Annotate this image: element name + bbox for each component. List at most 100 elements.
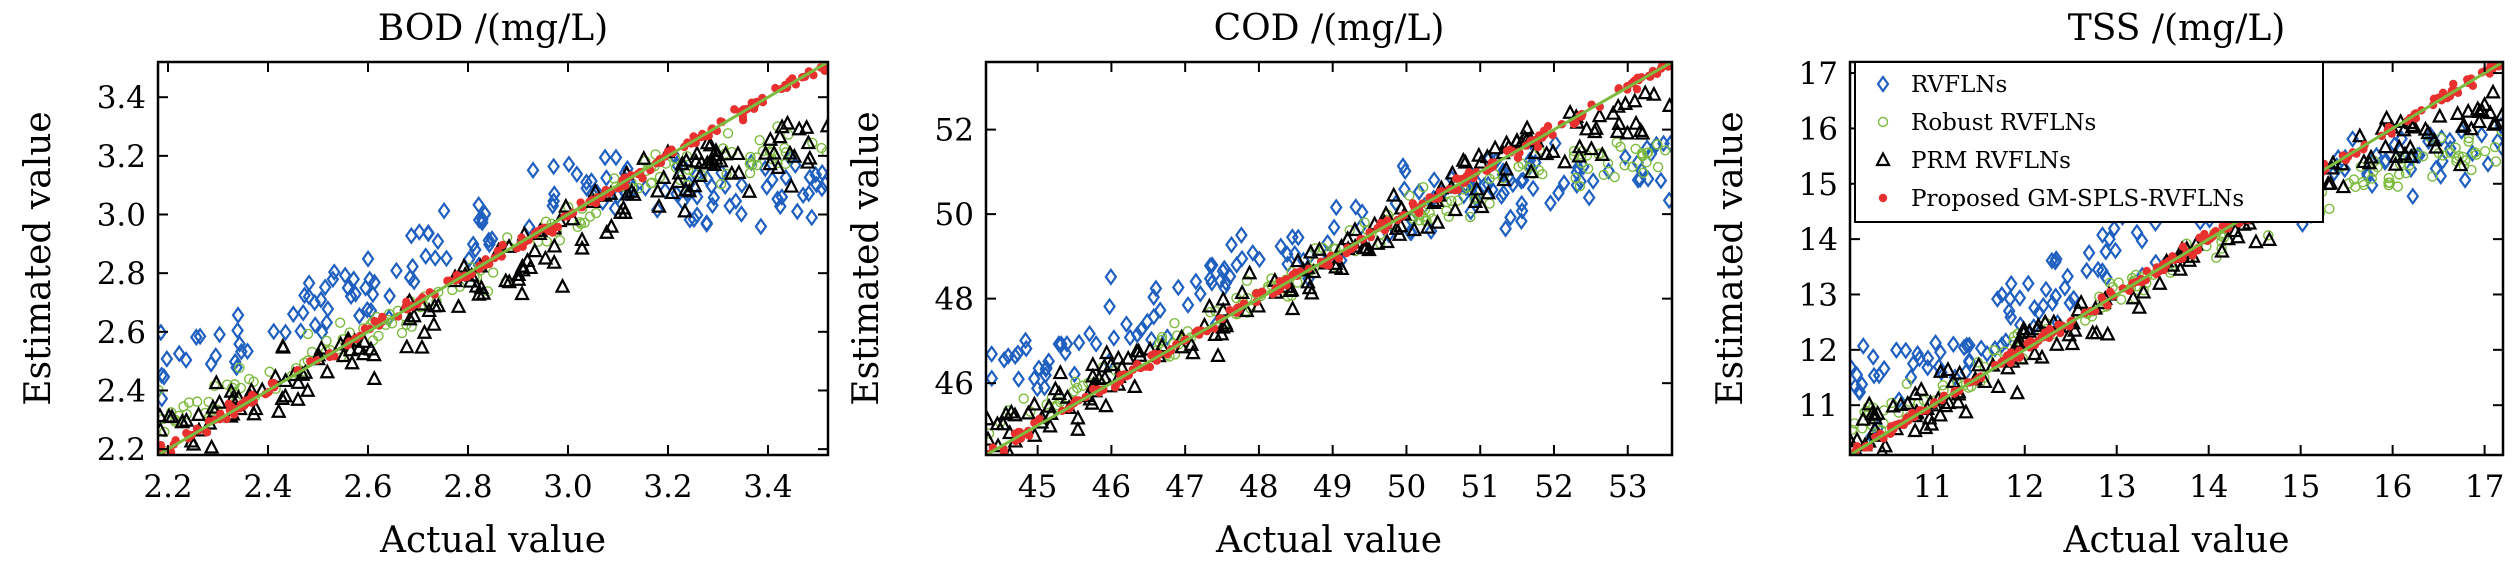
data-point: [1619, 124, 1636, 140]
data-point: [2105, 287, 2115, 296]
data-point: [1301, 279, 1318, 295]
data-point: [1594, 145, 1611, 161]
data-point: [2058, 278, 2072, 297]
data-point: [2489, 141, 2501, 153]
data-point: [360, 300, 374, 319]
data-point: [234, 362, 245, 373]
data-point: [1921, 409, 1938, 425]
data-point: [296, 303, 310, 322]
plot-frame: [984, 60, 1674, 457]
data-point: [760, 178, 774, 196]
data-point: [1484, 198, 1495, 209]
data-point: [1893, 396, 1909, 412]
data-point: [674, 155, 690, 171]
data-point: [2491, 132, 2503, 150]
data-point: [1617, 94, 1634, 110]
data-point: [398, 338, 415, 354]
data-point: [2391, 138, 2407, 154]
y-tick-label: 3.2: [97, 139, 146, 175]
data-point: [1089, 335, 1103, 353]
data-point: [2403, 148, 2420, 164]
x-tick-label: 49: [1313, 469, 1352, 505]
data-point: [1349, 198, 1363, 216]
data-point: [1970, 356, 1987, 372]
data-point: [366, 285, 380, 304]
data-point: [290, 390, 306, 406]
data-point: [1496, 165, 1510, 184]
data-point: [368, 273, 381, 292]
data-point: [1929, 333, 1942, 352]
data-point: [1473, 153, 1489, 169]
data-point: [2021, 274, 2035, 293]
data-point: [731, 164, 747, 180]
data-point: [1084, 367, 1101, 383]
data-point: [1072, 333, 1086, 352]
ideal-line: [986, 62, 1672, 455]
data-point: [815, 179, 828, 198]
y-tick-label: 17: [1799, 56, 1838, 92]
plot-area: [158, 62, 828, 455]
data-point: [1576, 157, 1588, 169]
data-point: [997, 350, 1011, 369]
data-point: [1913, 380, 1930, 396]
data-point: [1098, 397, 1114, 413]
y-tick-label: 15: [1799, 167, 1838, 203]
data-point: [234, 342, 248, 361]
data-point: [1018, 393, 1029, 404]
data-point: [1611, 137, 1622, 148]
data-point: [462, 250, 476, 269]
data-point: [986, 428, 995, 439]
data-point: [1945, 372, 1962, 388]
data-point: [715, 178, 727, 190]
data-point: [1855, 375, 1869, 394]
data-point: [1652, 161, 1664, 173]
data-point: [1545, 142, 1561, 158]
data-point: [1867, 366, 1881, 385]
data-point: [1598, 169, 1609, 181]
data-point: [189, 328, 203, 347]
data-point: [1972, 357, 1983, 368]
data-point: [1429, 213, 1446, 229]
data-point: [1302, 243, 1319, 259]
data-point: [2013, 289, 2027, 307]
chart-title: BOD /(mg/L): [378, 8, 608, 49]
data-point: [1861, 395, 1878, 411]
data-point: [2070, 301, 2087, 317]
data-point: [514, 285, 530, 301]
data-point: [274, 390, 291, 405]
legend-box: [1854, 61, 2324, 223]
data-point: [718, 177, 732, 196]
data-point: [1499, 219, 1512, 238]
data-point: [1496, 171, 1512, 187]
data-point: [1950, 393, 1966, 409]
data-point: [1225, 306, 1235, 315]
data-point: [2387, 155, 2404, 171]
data-point: [341, 279, 355, 297]
data-point: [816, 142, 827, 154]
data-point: [2248, 233, 2264, 249]
data-point: [1570, 176, 1584, 195]
x-tick-label: 53: [1608, 469, 1647, 505]
data-point: [370, 317, 379, 326]
data-point: [1626, 92, 1643, 108]
data-point: [390, 261, 403, 280]
data-point: [2392, 181, 2404, 192]
data-point: [574, 217, 585, 228]
data-point: [1327, 254, 1344, 270]
data-point: [2015, 320, 2032, 336]
data-point: [598, 148, 612, 167]
data-point: [1285, 228, 1299, 247]
x-tick-label: 15: [2281, 469, 2320, 505]
data-point: [650, 149, 661, 160]
data-point: [2099, 242, 2113, 261]
data-point: [2107, 219, 2121, 238]
data-point: [754, 217, 768, 236]
data-point: [2034, 348, 2050, 364]
data-point: [1632, 121, 1649, 137]
data-point: [1107, 329, 1121, 347]
data-point: [2096, 226, 2109, 244]
data-point: [2006, 348, 2016, 357]
data-point: [1246, 243, 1260, 262]
data-point: [1609, 171, 1620, 183]
